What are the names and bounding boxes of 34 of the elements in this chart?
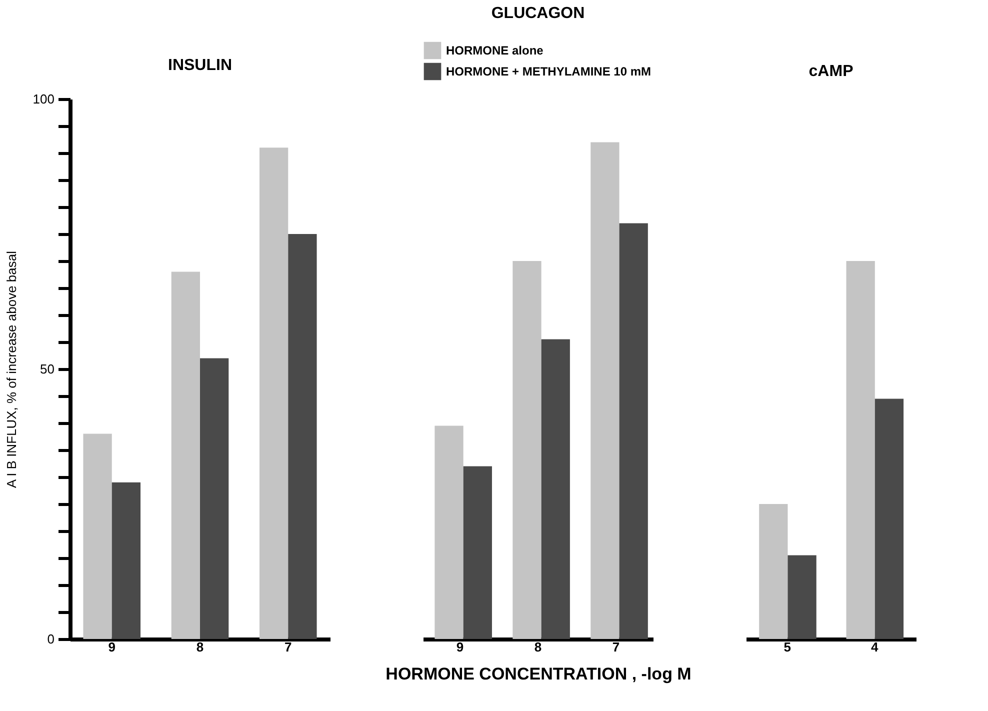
- chart-title: GLUCAGON: [491, 5, 585, 22]
- y-axis-title: A I B INFLUX, % of increase above basal: [4, 250, 19, 488]
- bar: [83, 434, 112, 639]
- x-tick-label: 8: [534, 640, 542, 654]
- x-tick-label: 9: [456, 640, 464, 654]
- bar: [434, 426, 464, 639]
- x-tick-label: 8: [196, 640, 204, 654]
- x-tick-label: 5: [784, 640, 792, 654]
- x-tick-label: 7: [284, 640, 292, 654]
- bar: [512, 261, 542, 639]
- x-tick-label: 9: [108, 640, 116, 654]
- bar: [288, 234, 317, 639]
- bar: [759, 504, 788, 639]
- chart-title: INSULIN: [168, 57, 232, 74]
- bar: [874, 398, 904, 639]
- chart-title: cAMP: [808, 63, 854, 80]
- y-tick-label: 100: [32, 92, 54, 106]
- x-axis-title: HORMONE CONCENTRATION , -log M: [386, 664, 692, 684]
- bar: [200, 358, 229, 639]
- legend-label: HORMONE alone: [446, 44, 544, 58]
- bar: [788, 555, 816, 639]
- x-tick-label: 7: [612, 640, 620, 654]
- bar: [541, 339, 570, 639]
- legend-label: HORMONE + METHYLAMINE 10 mM: [446, 64, 652, 78]
- y-tick-label: 50: [40, 362, 54, 376]
- bar: [259, 148, 288, 639]
- bar: [463, 466, 492, 639]
- bar: [846, 261, 875, 639]
- bar: [171, 272, 200, 639]
- bar: [112, 482, 141, 639]
- x-tick-label: 4: [870, 640, 879, 654]
- bar: [619, 223, 648, 639]
- bar: [590, 142, 620, 639]
- y-tick-label: 0: [47, 632, 54, 646]
